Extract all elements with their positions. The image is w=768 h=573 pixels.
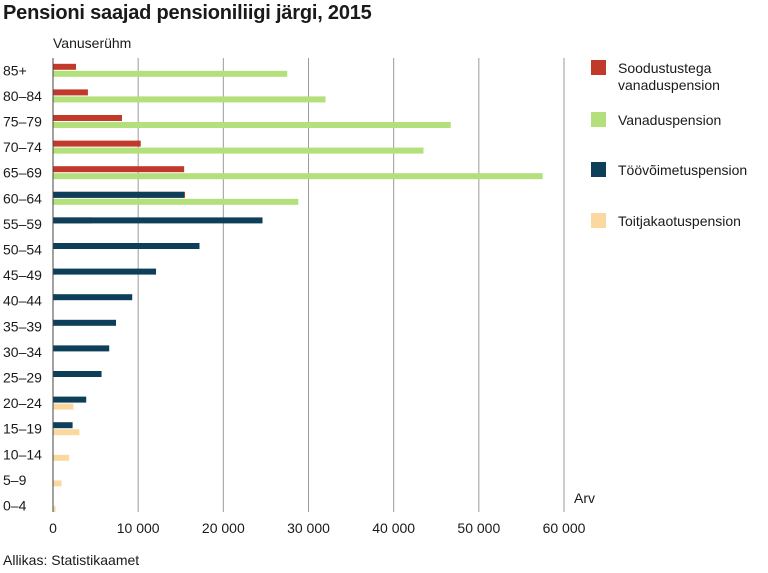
legend-label: Toitjakaotuspension: [618, 213, 741, 229]
bar-2-10: [53, 319, 117, 326]
legend-swatch: [591, 60, 606, 75]
category-label: 10–14: [3, 446, 42, 462]
category-label: 75–79: [3, 114, 42, 130]
bar-2-12: [53, 371, 102, 377]
bar-0-3: [53, 140, 141, 147]
legend-swatch: [591, 213, 606, 228]
x-tick-label: 60 000: [543, 520, 586, 536]
legend-label: vanaduspension: [618, 77, 720, 93]
category-label: 50–54: [3, 242, 42, 258]
chart-title: Pensioni saajad pensioniliigi järgi, 201…: [3, 2, 372, 24]
x-axis-label: Arv: [574, 490, 595, 506]
bar-2-9: [53, 294, 133, 301]
bar-1-4: [53, 173, 543, 180]
x-tick-label: 50 000: [457, 520, 500, 536]
bar-2-8: [53, 268, 157, 275]
x-tick-label: 40 000: [372, 520, 415, 536]
bar-1-1: [53, 96, 326, 103]
bar-0-4: [53, 166, 185, 173]
bar-2-5: [53, 191, 185, 198]
bar-2-14: [53, 422, 73, 429]
legend-label: Soodustustega: [618, 60, 712, 76]
bar-3-17: [53, 506, 56, 512]
bar-3-15: [53, 454, 70, 461]
bar-2-11: [53, 345, 110, 352]
x-tick-label: 30 000: [287, 520, 330, 536]
x-tick-labels: 0 10 000 20 000 30 000 40 000 50 000 60 000: [49, 520, 586, 536]
category-label: 80–84: [3, 88, 42, 104]
y-axis-label: Vanuserühm: [53, 35, 131, 51]
bars: [53, 63, 543, 512]
category-label: 5–9: [3, 472, 27, 488]
category-labels: 85+ 80–84 75–79 70–74 65–69 60–64 55–59 50–54 45…: [3, 62, 42, 513]
bar-1-2: [53, 122, 451, 128]
legend-swatch: [591, 162, 606, 177]
legend-label: Vanaduspension: [618, 112, 721, 128]
grid-lines: [137, 58, 565, 512]
source-note: Allikas: Statistikaamet: [3, 552, 140, 568]
category-label: 55–59: [3, 216, 42, 232]
bar-3-14: [53, 429, 80, 436]
category-label: 20–24: [3, 395, 42, 411]
bar-0-0: [53, 63, 76, 70]
legend-swatch: [591, 112, 606, 127]
category-label: 45–49: [3, 267, 42, 283]
x-tick-label: 0: [49, 520, 57, 536]
legend-label: Töövõimetuspension: [618, 162, 747, 178]
category-label: 70–74: [3, 139, 42, 155]
bar-1-5: [53, 198, 299, 205]
category-label: 0–4: [3, 498, 27, 514]
category-label: 15–19: [3, 421, 42, 437]
category-label: 85+: [3, 62, 27, 78]
category-label: 35–39: [3, 318, 42, 334]
axes: Vanuserühm Arv: [52, 35, 595, 512]
bar-0-1: [53, 89, 88, 96]
bar-2-7: [53, 243, 200, 249]
bar-2-6: [53, 217, 263, 224]
bar-3-16: [53, 480, 62, 487]
x-tick-label: 20 000: [202, 520, 245, 536]
category-label: 30–34: [3, 344, 42, 360]
x-tick-label: 10 000: [117, 520, 160, 536]
bar-0-2: [53, 115, 122, 121]
bar-1-0: [53, 70, 288, 77]
category-label: 65–69: [3, 165, 42, 181]
category-label: 40–44: [3, 293, 42, 309]
bar-2-13: [53, 396, 87, 403]
category-label: 25–29: [3, 370, 42, 386]
category-label: 60–64: [3, 190, 42, 206]
bar-3-13: [53, 403, 74, 410]
bar-1-3: [53, 147, 424, 154]
